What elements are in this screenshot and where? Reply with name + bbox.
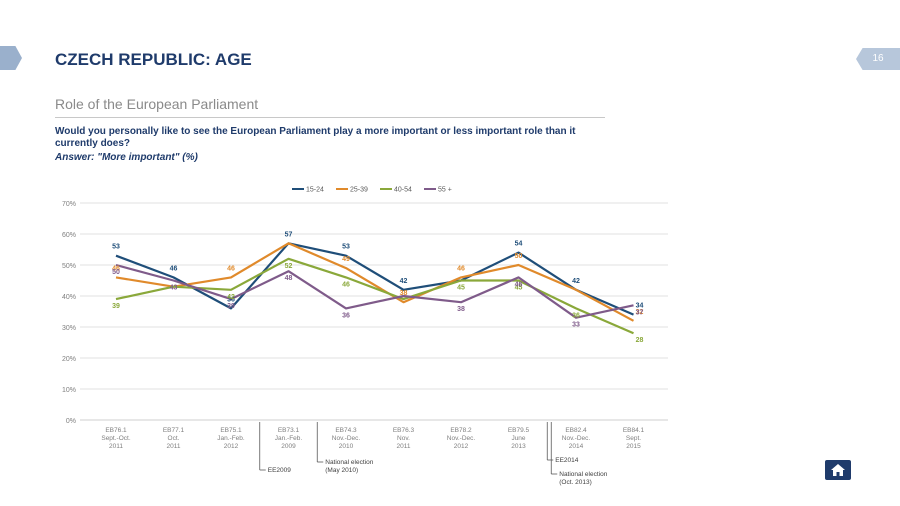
data-label: 53: [112, 244, 120, 251]
data-label: 42: [400, 278, 408, 285]
x-tick-label: EB76.3 Nov. 2011: [393, 427, 415, 450]
x-tick-label: EB77.1 Oct. 2011: [163, 427, 185, 450]
subtitle-divider: [55, 117, 605, 118]
x-tick-label: EB82.4 Nov.-Dec. 2014: [562, 427, 591, 450]
data-label: 57: [285, 231, 293, 238]
x-tick-label: EB73.1 Jan.-Feb. 2009: [275, 427, 303, 450]
data-label: 36: [342, 312, 350, 319]
y-tick-label: 50%: [62, 263, 76, 270]
series-line-40-54: [115, 257, 634, 335]
x-tick-label: EB75.1 Jan.-Feb. 2012: [217, 427, 245, 450]
data-label: 36: [227, 296, 235, 303]
event-annotation: EE2014: [555, 457, 579, 464]
y-tick-label: 60%: [62, 232, 76, 239]
data-label: 46: [342, 281, 350, 288]
data-label: 36: [572, 312, 580, 319]
slide-subtitle: Role of the European Parliament: [55, 96, 259, 112]
series-line-25-39: [115, 242, 635, 322]
y-tick-label: 40%: [62, 294, 76, 301]
data-label: 45: [515, 285, 523, 292]
legend-label: 40-54: [394, 187, 412, 194]
data-label: 46: [515, 281, 523, 288]
data-label: 39: [227, 303, 235, 310]
data-label: 50: [112, 269, 120, 276]
data-label: 39: [112, 303, 120, 310]
data-label: 33: [572, 322, 580, 329]
data-label: 45: [457, 285, 465, 292]
series-line-15-24: [115, 242, 634, 316]
data-label: 34: [636, 303, 644, 310]
data-label: 48: [285, 275, 293, 282]
data-label: 46: [170, 265, 178, 272]
x-tick-label: EB84.1 Sept. 2015: [623, 427, 645, 450]
x-tick-label: EB79.5 June 2013: [508, 427, 530, 450]
x-tick-label: EB76.1 Sept.-Oct. 2011: [101, 427, 130, 450]
data-label: 43: [170, 285, 178, 292]
y-tick-label: 70%: [62, 201, 76, 208]
legend-label: 25-39: [350, 187, 368, 194]
y-tick-label: 20%: [62, 356, 76, 363]
y-tick-label: 0%: [66, 418, 76, 425]
event-annotation: National election (May 2010): [325, 459, 373, 474]
prev-slide-tab[interactable]: [0, 46, 22, 70]
home-icon: [831, 464, 845, 476]
home-button[interactable]: [825, 460, 851, 480]
data-label: 46: [457, 265, 465, 272]
data-label: 46: [227, 265, 235, 272]
data-label: 38: [457, 306, 465, 313]
data-label: 37: [636, 309, 644, 316]
legend-label: 55 +: [438, 187, 452, 194]
data-label: 42: [227, 294, 235, 301]
y-tick-label: 30%: [62, 325, 76, 332]
series-line-55: [115, 263, 634, 319]
page-title: CZECH REPUBLIC: AGE: [55, 50, 252, 69]
data-label: 38: [400, 290, 408, 297]
survey-question: Would you personally like to see the Eur…: [55, 126, 576, 149]
data-label: 54: [515, 241, 523, 248]
data-label: 28: [636, 337, 644, 344]
x-tick-label: EB74.3 Nov.-Dec. 2010: [332, 427, 361, 450]
survey-answer: Answer: "More important" (%): [55, 152, 198, 163]
data-label: 42: [572, 278, 580, 285]
data-label: 32: [636, 309, 644, 316]
y-tick-label: 10%: [62, 387, 76, 394]
data-label: 50: [515, 253, 523, 260]
page-number-badge: 16: [856, 48, 900, 70]
data-label: 46: [112, 265, 120, 272]
legend-label: 15-24: [306, 187, 324, 194]
event-annotation: National election (Oct. 2013): [559, 471, 607, 486]
data-label: 49: [342, 256, 350, 263]
data-label: 53: [342, 244, 350, 251]
data-label: 52: [285, 263, 293, 270]
event-annotation: EE2009: [268, 467, 292, 474]
x-tick-label: EB78.2 Nov.-Dec. 2012: [447, 427, 476, 450]
